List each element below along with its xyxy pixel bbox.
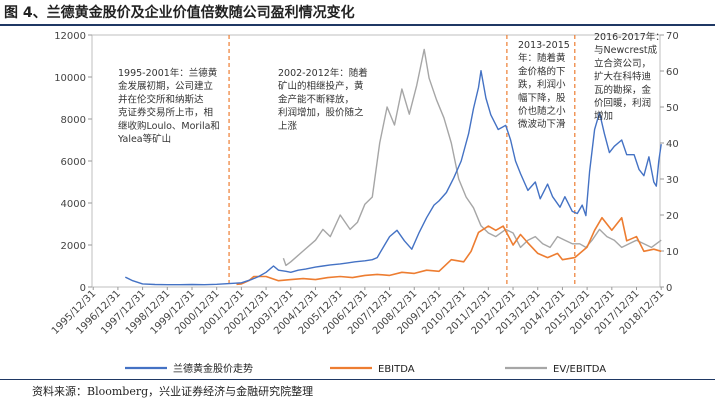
annotation-text: 矿山的相继投产，黄	[278, 80, 364, 92]
annotation-text: 瓦的勘探，金	[594, 84, 652, 96]
annotation-text: 金发展初期，公司建立	[118, 80, 213, 92]
annotation-text: 并在伦交所和纳斯达	[118, 93, 204, 105]
title-rule	[0, 24, 715, 26]
source-note: 资料来源：Bloomberg，兴业证券经济与金融研究院整理	[32, 385, 314, 398]
left-axis-tick-label: 4000	[61, 199, 86, 210]
right-axis-tick-label: 20	[666, 211, 679, 222]
annotation-text: 1995-2001年：兰德黄	[118, 67, 217, 79]
annotation-text: 增加	[594, 110, 613, 122]
annotation-text: 价也随之小	[518, 105, 566, 117]
footer-rule	[0, 379, 715, 380]
legend-label: 兰德黄金股价走势	[173, 362, 253, 375]
annotation-text: 继收购Loulo、Morila和	[118, 120, 220, 132]
annotation-text: 与Newcrest成	[594, 44, 658, 56]
annotation-text: 金价格的下	[518, 65, 566, 77]
annotation-text: 扩大在科特迪	[594, 71, 652, 83]
right-axis-tick-label: 50	[666, 103, 679, 114]
right-axis-tick-label: 60	[666, 67, 679, 78]
figure-title: 图 4、兰德黄金股价及企业价值倍数随公司盈利情况变化	[4, 5, 355, 21]
annotation-text: 微波动下滑	[518, 118, 566, 130]
annotation-text: 幅下降，股	[518, 92, 566, 104]
annotation-text: 金产能不断释放，	[278, 93, 354, 105]
annotation-text: 克证券交易所上市，相	[118, 107, 213, 119]
annotation-text: 价回暖，利润	[594, 97, 651, 109]
left-axis-tick-label: 10000	[54, 73, 86, 84]
annotation-text: 年：随着黄	[518, 52, 566, 64]
right-axis-tick-label: 70	[666, 31, 679, 42]
right-axis-tick-label: 10	[666, 247, 679, 258]
left-axis-tick-label: 2000	[61, 241, 86, 252]
ebitda-line	[236, 216, 662, 286]
left-axis-tick-label: 12000	[54, 31, 86, 42]
legend-label: EBITDA	[378, 364, 415, 375]
ev-ebitda-line	[282, 48, 662, 267]
right-axis-tick-label: 40	[666, 139, 679, 150]
annotation-text: 立合资公司，	[594, 57, 651, 69]
annotation-text: 跌，利润小	[518, 79, 566, 91]
annotation-text: 2016-2017年：	[594, 31, 665, 43]
right-axis-tick-label: 30	[666, 175, 679, 186]
left-axis-tick-label: 0	[80, 283, 86, 294]
stock-price-line	[124, 70, 662, 286]
left-axis-tick-label: 8000	[61, 115, 86, 126]
annotation-text: 利润增加，股价随之	[278, 107, 364, 119]
legend-label: EV/EBITDA	[553, 364, 606, 375]
left-axis-tick-label: 6000	[61, 157, 86, 168]
annotation-text: 2002-2012年：随着	[278, 67, 368, 79]
annotation-text: 上涨	[278, 121, 298, 132]
annotation-text: Yalea等矿山	[117, 133, 171, 145]
annotation-text: 2013-2015	[518, 40, 570, 51]
right-axis-tick-label: 0	[666, 283, 672, 294]
